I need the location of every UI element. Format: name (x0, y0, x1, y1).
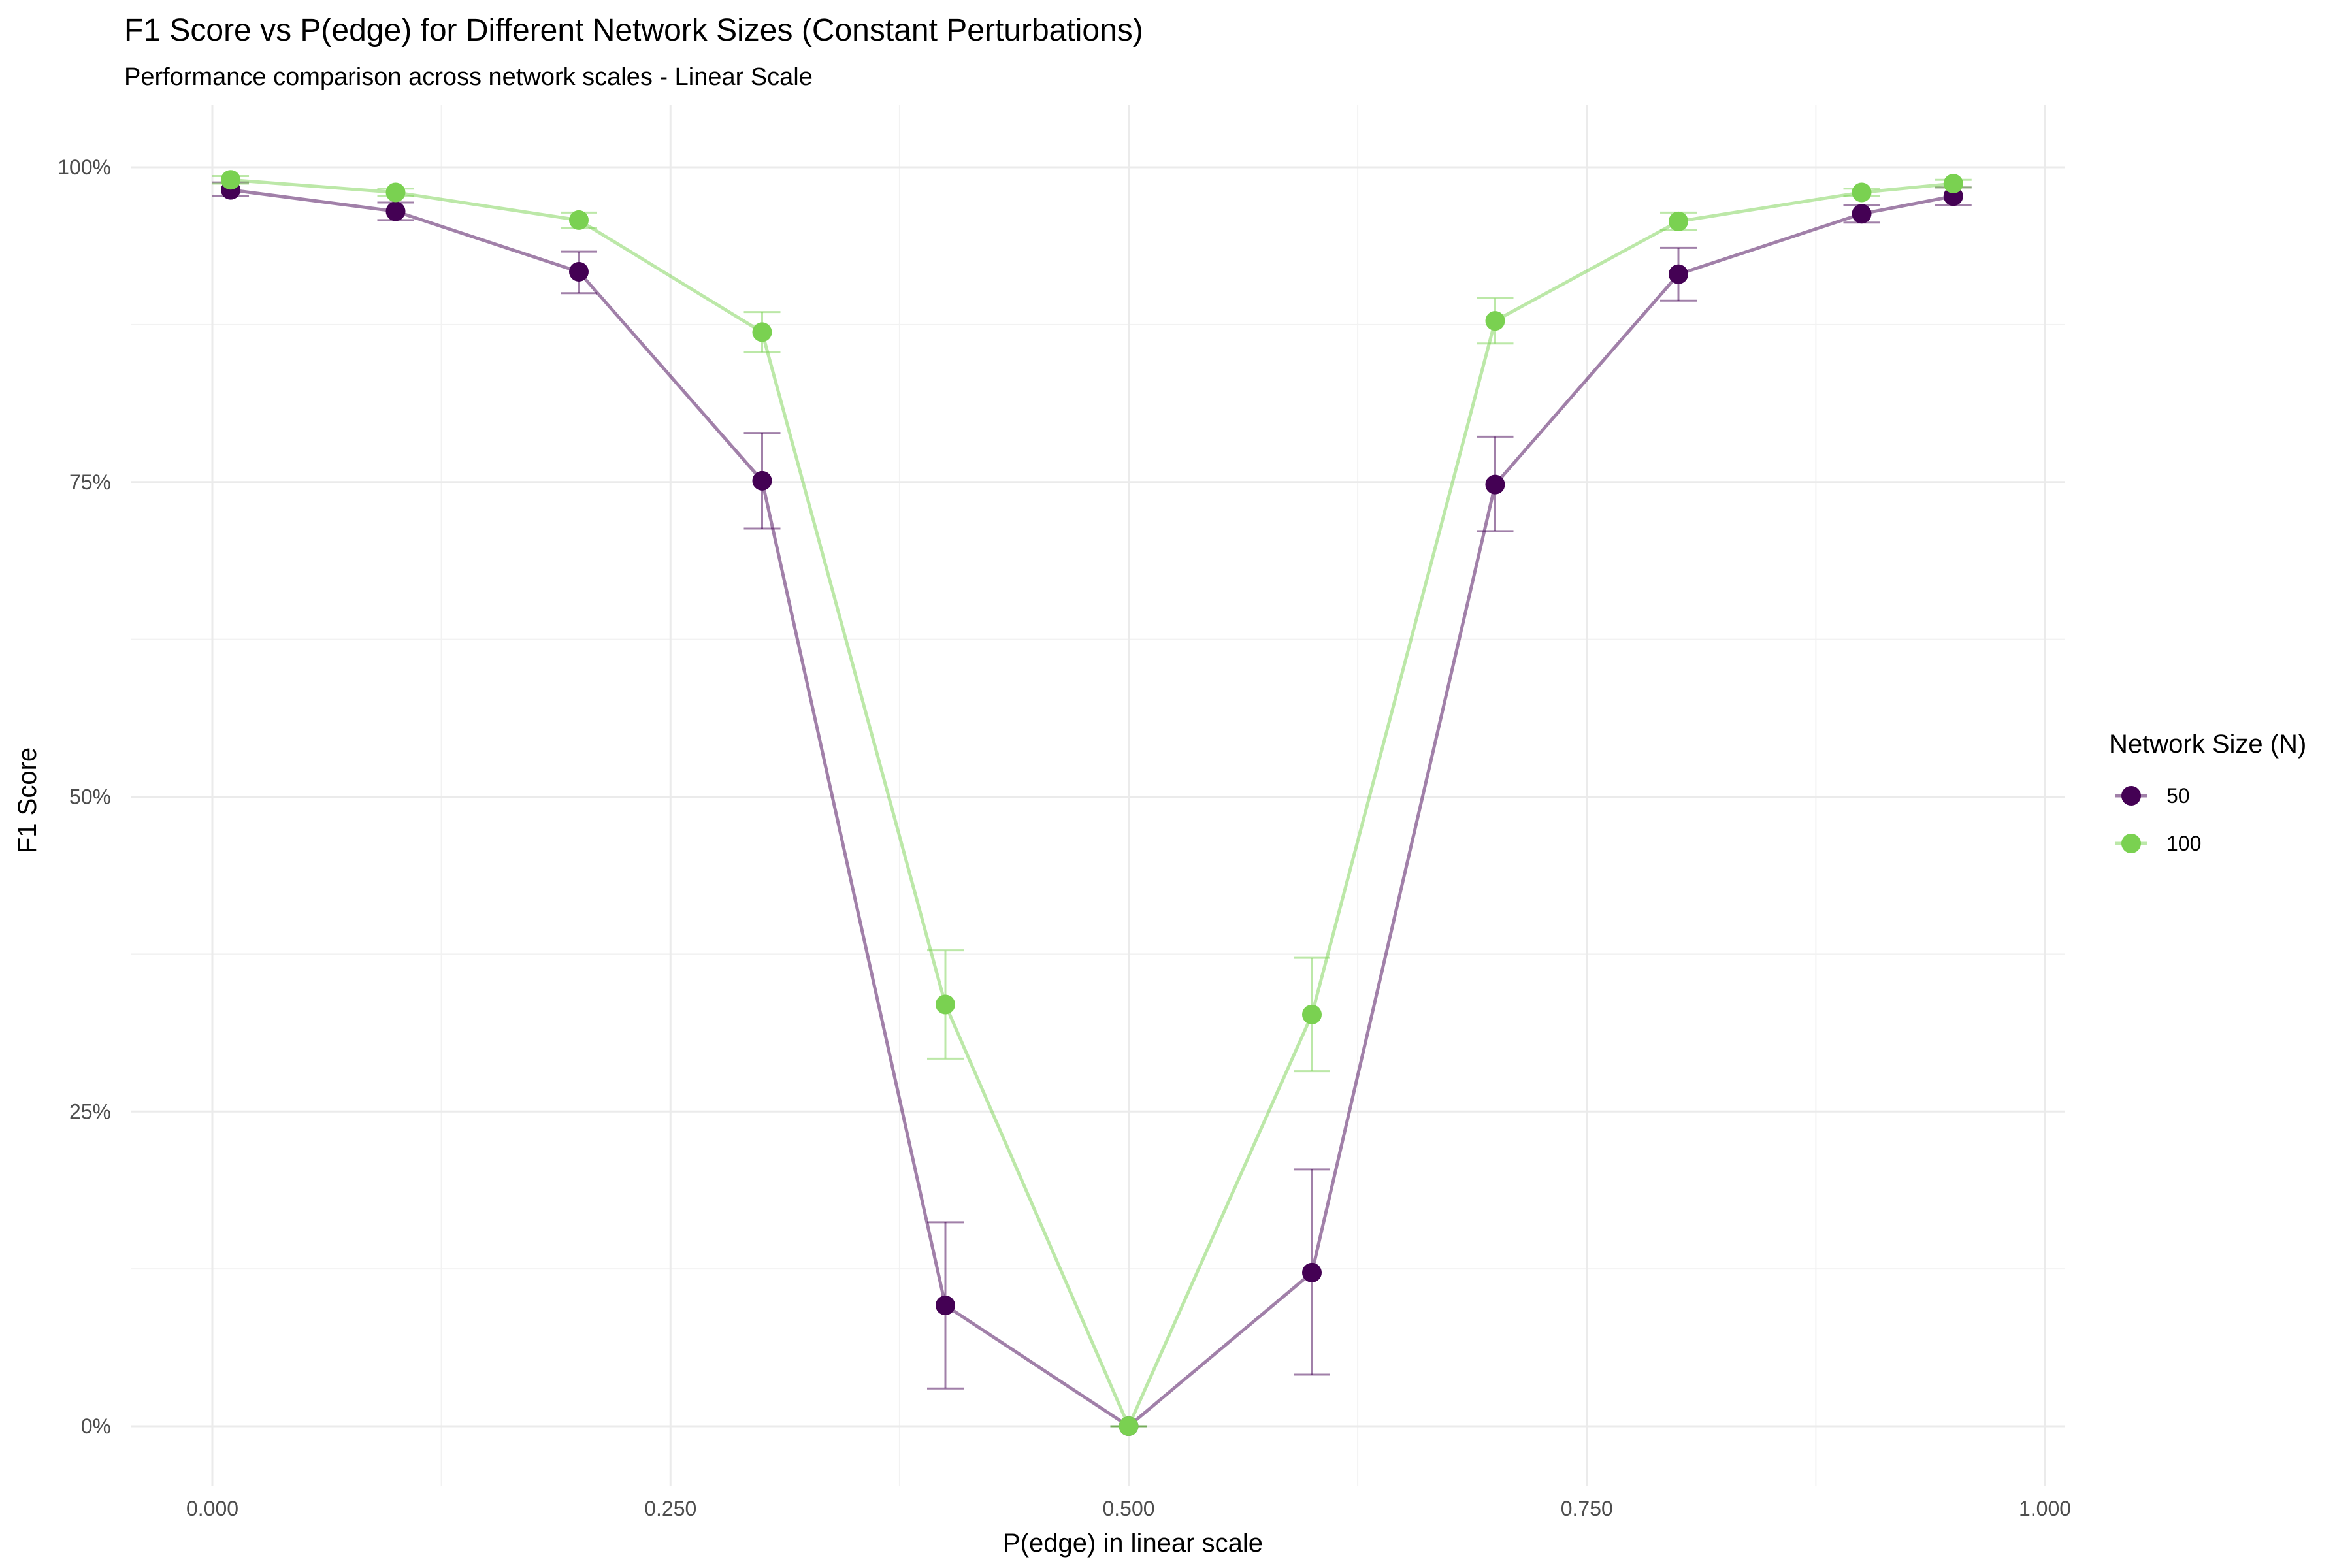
y-tick-label: 100% (57, 155, 111, 179)
legend-key-point (2121, 786, 2141, 806)
data-point (1119, 1416, 1139, 1436)
y-tick-label: 50% (69, 785, 111, 809)
y-axis-title: F1 Score (13, 747, 42, 853)
data-point (1302, 1262, 1322, 1282)
legend-key-50 (2115, 786, 2147, 806)
x-tick-label: 0.500 (1102, 1497, 1154, 1520)
x-tick-label: 0.250 (644, 1497, 696, 1520)
data-point (1302, 1004, 1322, 1024)
x-axis-title: P(edge) in linear scale (1003, 1529, 1263, 1558)
data-point (385, 182, 406, 203)
data-point (752, 470, 772, 491)
chart-subtitle: Performance comparison across network sc… (124, 63, 813, 91)
legend-key-100 (2115, 834, 2147, 853)
y-tick-label: 0% (81, 1414, 111, 1438)
data-point (1669, 264, 1688, 284)
legend: Network Size (N) 50 100 (2109, 730, 2306, 855)
series-50 (212, 181, 1972, 1428)
data-point (936, 994, 955, 1015)
x-tick-label: 0.750 (1561, 1497, 1613, 1520)
data-point (1485, 474, 1505, 495)
data-point (1669, 211, 1688, 231)
legend-label-50: 50 (2166, 784, 2190, 808)
data-point (569, 210, 589, 230)
x-axis-ticks: 0.000 0.250 0.500 0.750 1.000 (186, 1497, 2071, 1520)
data-point (1852, 204, 1872, 224)
data-point (385, 201, 406, 221)
y-axis-ticks: 0% 25% 50% 75% 100% (57, 155, 111, 1438)
x-tick-label: 1.000 (2019, 1497, 2071, 1520)
data-point (936, 1296, 955, 1316)
series-line-100 (230, 178, 1953, 1428)
data-point (1485, 311, 1505, 331)
y-tick-label: 25% (69, 1100, 111, 1123)
series-points-100 (221, 170, 1963, 1436)
data-point (569, 261, 589, 282)
y-tick-label: 75% (69, 470, 111, 494)
series-points-50 (221, 180, 1963, 1436)
series-100 (212, 174, 1972, 1428)
data-point (1852, 182, 1872, 203)
chart-title: F1 Score vs P(edge) for Different Networ… (124, 13, 1143, 48)
legend-key-point (2121, 834, 2141, 853)
data-point (752, 322, 772, 342)
x-tick-label: 0.000 (186, 1497, 238, 1520)
legend-title: Network Size (N) (2109, 730, 2306, 759)
data-point (1943, 174, 1963, 194)
data-point (221, 170, 241, 190)
series-line-50 (230, 188, 1954, 1428)
series-layer (212, 170, 1972, 1436)
grid-lines (131, 105, 2065, 1486)
legend-label-100: 100 (2166, 832, 2201, 855)
